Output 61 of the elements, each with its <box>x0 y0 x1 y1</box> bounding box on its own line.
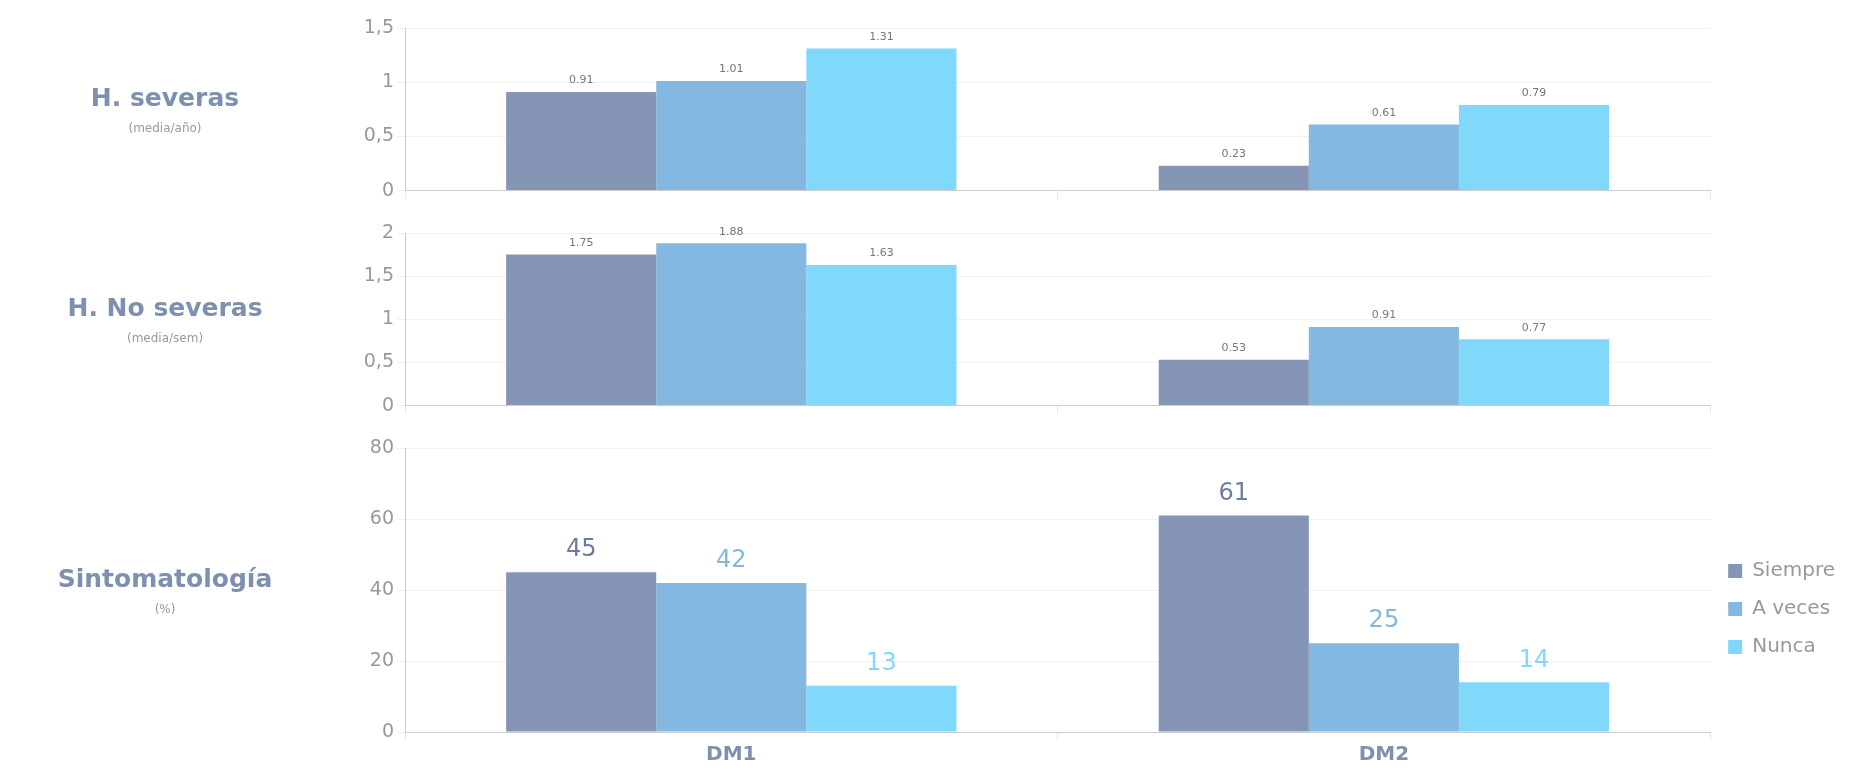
y-tick-label: 1,5 <box>363 14 394 37</box>
text: (media/sem) <box>126 331 204 346</box>
bar <box>806 685 957 732</box>
bar <box>506 254 657 406</box>
legend-label: Nunca <box>1752 633 1816 658</box>
data-label: 14 <box>1518 644 1550 673</box>
y-axis-title: H. severas <box>90 82 240 112</box>
data-label: 1.75 <box>568 235 594 249</box>
data-label: 42 <box>716 545 747 574</box>
text: (%) <box>154 602 176 617</box>
bar <box>1158 515 1309 732</box>
y-tick-label: 0 <box>381 718 394 741</box>
data-label: 25 <box>1368 605 1400 634</box>
bar <box>656 582 807 732</box>
data-label: 1.63 <box>869 246 894 260</box>
data-label: 45 <box>565 534 597 563</box>
y-tick-label: 2 <box>381 219 394 242</box>
bar <box>1308 643 1459 732</box>
y-tick-label: 20 <box>369 647 394 670</box>
y-tick-label: 60 <box>369 505 394 528</box>
data-label: 1.01 <box>719 62 744 76</box>
data-label: 0.91 <box>568 73 594 87</box>
data-label: 61 <box>1218 477 1250 506</box>
y-tick-label: 0,5 <box>363 349 394 372</box>
bar <box>1458 104 1610 191</box>
legend-label: A veces <box>1752 595 1831 620</box>
bar <box>1158 359 1309 406</box>
y-axis-title: Sintomatología <box>57 563 273 593</box>
data-label: 13 <box>866 648 897 677</box>
y-tick-label: 0 <box>381 177 394 200</box>
data-label: 0.77 <box>1521 320 1547 334</box>
legend-label: Siempre <box>1752 557 1836 582</box>
y-tick-label: 80 <box>369 434 394 457</box>
data-label: 1.31 <box>869 29 894 43</box>
data-label: 0.53 <box>1221 341 1247 355</box>
data-label: 0.79 <box>1521 86 1547 100</box>
bar <box>1458 682 1610 732</box>
bar <box>506 91 657 191</box>
y-axis-title: H. No severas <box>67 292 263 322</box>
data-label: 0.61 <box>1371 105 1397 119</box>
x-tick-label: DM1 <box>706 741 757 766</box>
data-label: 0.91 <box>1371 308 1397 322</box>
bar <box>1308 124 1459 191</box>
y-tick-label: 0 <box>381 392 394 415</box>
bar <box>806 48 957 191</box>
y-tick-label: 1 <box>381 69 394 92</box>
y-tick-label: 0,5 <box>363 123 394 146</box>
text: (media/año) <box>128 121 202 136</box>
bar <box>1308 327 1459 406</box>
bar <box>1458 339 1610 406</box>
data-label: 1.88 <box>719 224 744 238</box>
x-tick-label: DM2 <box>1358 741 1410 766</box>
bar <box>506 572 657 732</box>
data-label: 0.23 <box>1221 147 1247 161</box>
bar <box>656 243 807 406</box>
y-tick-label: 1,5 <box>363 263 394 286</box>
bar <box>656 81 807 191</box>
bar <box>806 264 957 406</box>
y-tick-label: 40 <box>369 576 394 599</box>
bar <box>1158 165 1309 191</box>
y-tick-label: 1 <box>381 306 394 329</box>
